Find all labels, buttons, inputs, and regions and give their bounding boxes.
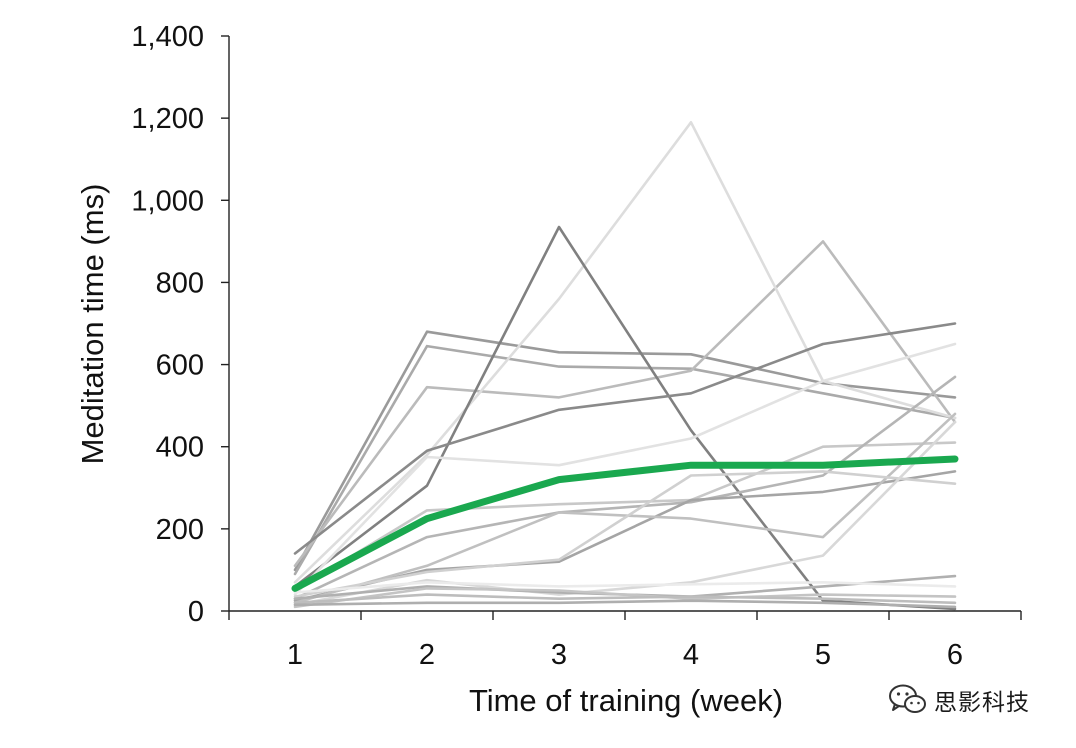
y-tick-label: 0 bbox=[188, 596, 204, 628]
y-tick-label: 800 bbox=[156, 267, 204, 299]
series-lines bbox=[291, 121, 959, 611]
individual-series-line bbox=[293, 580, 957, 594]
individual-series-line bbox=[293, 330, 957, 572]
tick-labels: 0 200 400 600 800 1,000 1,200 1,400 1 2 3 4 5 6 bbox=[131, 21, 963, 671]
wechat-icon bbox=[889, 684, 926, 713]
x-tick-label: 3 bbox=[551, 639, 567, 671]
individual-series-line bbox=[293, 121, 957, 584]
individual-series-line bbox=[293, 344, 957, 576]
individual-series-line bbox=[293, 599, 957, 609]
individual-series-line bbox=[293, 225, 957, 611]
y-axis-title: Meditation time (ms) bbox=[75, 184, 110, 465]
x-tick-label: 1 bbox=[287, 639, 303, 671]
y-tick-label: 1,400 bbox=[131, 21, 204, 53]
individual-series-line bbox=[293, 470, 957, 598]
x-tick-label: 2 bbox=[419, 639, 435, 671]
y-tick-label: 1,200 bbox=[131, 103, 204, 135]
y-tick-label: 200 bbox=[156, 514, 204, 546]
y-tick-label: 400 bbox=[156, 432, 204, 464]
watermark: 思影科技 bbox=[888, 680, 1030, 720]
individual-series-line bbox=[293, 412, 957, 605]
y-tick-label: 1,000 bbox=[131, 185, 204, 217]
y-tick-label: 600 bbox=[156, 350, 204, 382]
individual-series-line bbox=[293, 375, 957, 601]
individual-series-line bbox=[293, 441, 957, 592]
individual-series-line bbox=[293, 240, 957, 568]
x-tick-label: 4 bbox=[683, 639, 699, 671]
individual-series-line bbox=[293, 322, 957, 555]
x-tick-label: 6 bbox=[947, 639, 963, 671]
highlight-series-line bbox=[291, 455, 959, 592]
individual-series-line bbox=[293, 342, 957, 596]
axes bbox=[221, 35, 1022, 620]
individual-series-line bbox=[293, 593, 957, 605]
individual-series-line bbox=[293, 587, 957, 609]
watermark-text: 思影科技 bbox=[934, 690, 1030, 716]
x-axis-title: Time of training (week) bbox=[469, 683, 783, 718]
x-tick-label: 5 bbox=[815, 639, 831, 671]
